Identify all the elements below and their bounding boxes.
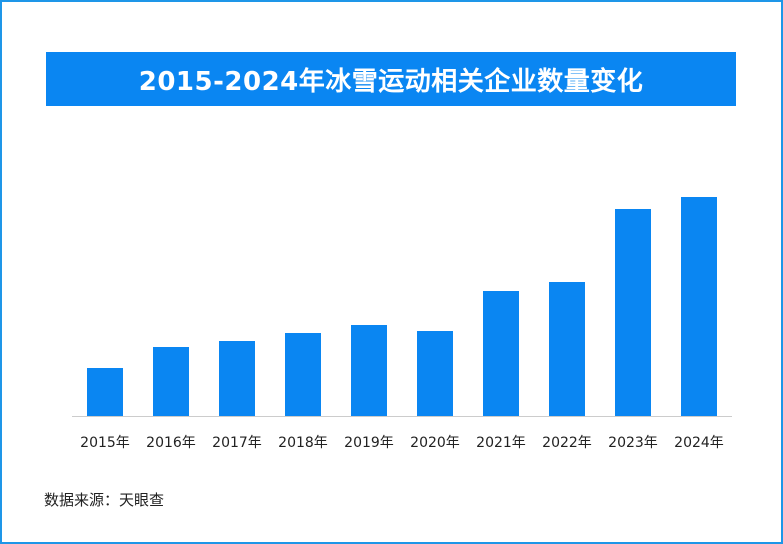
bar-2022年 bbox=[549, 282, 585, 416]
bar-2015年 bbox=[87, 368, 123, 416]
x-tick-label: 2022年 bbox=[542, 435, 592, 451]
bar-2020年 bbox=[417, 331, 453, 416]
bar-2019年 bbox=[351, 325, 387, 416]
title-banner: 2015-2024年冰雪运动相关企业数量变化 bbox=[46, 52, 736, 106]
chart-title: 2015-2024年冰雪运动相关企业数量变化 bbox=[138, 66, 644, 97]
x-tick-label: 2020年 bbox=[410, 435, 460, 451]
x-tick-label: 2017年 bbox=[212, 435, 262, 451]
x-tick-label: 2019年 bbox=[344, 435, 394, 451]
bar-2021年 bbox=[483, 291, 519, 416]
bar-2018年 bbox=[285, 333, 321, 416]
x-tick-label: 2016年 bbox=[146, 435, 196, 451]
x-tick-label: 2024年 bbox=[674, 435, 724, 451]
bar-2017年 bbox=[219, 341, 255, 416]
bar-2023年 bbox=[615, 209, 651, 416]
x-tick-label: 2015年 bbox=[80, 435, 130, 451]
bar-2024年 bbox=[681, 197, 717, 416]
x-tick-label: 2021年 bbox=[476, 435, 526, 451]
x-tick-label: 2023年 bbox=[608, 435, 658, 451]
bar-2016年 bbox=[153, 347, 189, 416]
x-tick-label: 2018年 bbox=[278, 435, 328, 451]
data-source: 数据来源：天眼查 bbox=[44, 491, 165, 509]
